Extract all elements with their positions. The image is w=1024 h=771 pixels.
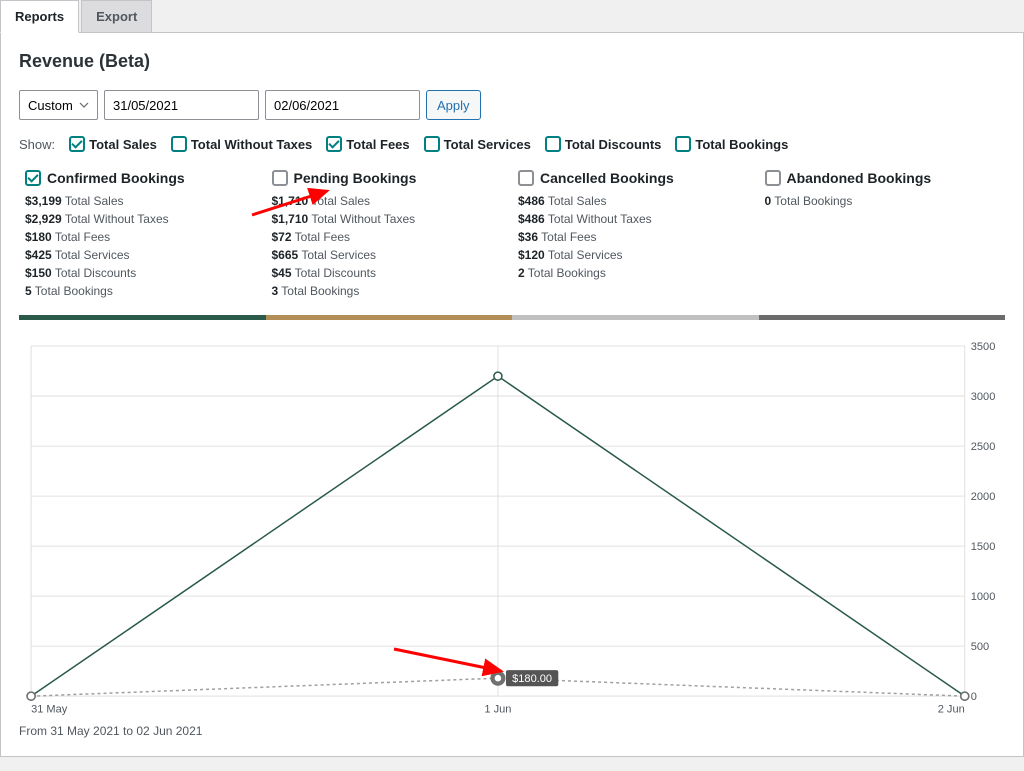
checkbox-icon [518, 170, 534, 186]
card-header[interactable]: Confirmed Bookings [25, 170, 260, 186]
stat-row: $486 Total Sales [518, 192, 753, 210]
svg-text:1000: 1000 [971, 591, 996, 603]
stat-row: $180 Total Fees [25, 228, 260, 246]
revenue-chart: 0 500 1000 1500 2000 2500 3000 3500 31 May 1 Jun 2… [19, 338, 1005, 738]
show-option-label: Total Fees [346, 137, 409, 152]
stat-row: $150 Total Discounts [25, 264, 260, 282]
svg-text:2500: 2500 [971, 441, 996, 453]
show-option-label: Total Bookings [695, 137, 788, 152]
stat-row: $665 Total Services [272, 246, 507, 264]
stat-row: $1,710 Total Without Taxes [272, 210, 507, 228]
svg-text:31 May: 31 May [31, 703, 68, 715]
show-option-label: Total Without Taxes [191, 137, 312, 152]
stat-row: 2 Total Bookings [518, 264, 753, 282]
stat-row: $36 Total Fees [518, 228, 753, 246]
card-title: Confirmed Bookings [47, 170, 185, 186]
checkbox-icon [69, 136, 85, 152]
svg-text:3500: 3500 [971, 341, 996, 353]
stat-row: $1,710 Total Sales [272, 192, 507, 210]
card-cancelled-bookings: Cancelled Bookings $486 Total Sales$486 T… [512, 166, 759, 310]
show-option-label: Total Discounts [565, 137, 662, 152]
checkbox-icon [171, 136, 187, 152]
svg-text:3000: 3000 [971, 391, 996, 403]
tab-export[interactable]: Export [81, 0, 152, 32]
checkbox-icon [675, 136, 691, 152]
stat-row: 3 Total Bookings [272, 282, 507, 300]
date-from-input[interactable] [104, 90, 259, 120]
stripe-segment [266, 315, 513, 320]
show-label: Show: [19, 137, 55, 152]
svg-text:1 Jun: 1 Jun [484, 703, 511, 715]
card-title: Cancelled Bookings [540, 170, 674, 186]
stat-row: 0 Total Bookings [765, 192, 1000, 210]
card-header[interactable]: Abandoned Bookings [765, 170, 1000, 186]
checkbox-icon [326, 136, 342, 152]
stat-row: $72 Total Fees [272, 228, 507, 246]
stripe-bar [19, 315, 1005, 320]
period-select[interactable]: Custom [19, 90, 98, 120]
show-option-total-bookings[interactable]: Total Bookings [675, 136, 788, 152]
svg-text:$180.00: $180.00 [512, 673, 552, 685]
tab-reports[interactable]: Reports [0, 0, 79, 33]
chart-svg: 0 500 1000 1500 2000 2500 3000 3500 31 May 1 Jun 2… [19, 338, 1005, 720]
reports-panel: Revenue (Beta) Custom Apply Show: Total … [0, 33, 1024, 757]
checkbox-icon [25, 170, 41, 186]
stat-row: 5 Total Bookings [25, 282, 260, 300]
card-abandoned-bookings: Abandoned Bookings 0 Total Bookings [759, 166, 1006, 310]
card-header[interactable]: Pending Bookings [272, 170, 507, 186]
checkbox-icon [424, 136, 440, 152]
show-option-total-discounts[interactable]: Total Discounts [545, 136, 662, 152]
stripe-segment [19, 315, 266, 320]
svg-text:500: 500 [971, 641, 989, 653]
card-header[interactable]: Cancelled Bookings [518, 170, 753, 186]
stat-row: $425 Total Services [25, 246, 260, 264]
card-title: Abandoned Bookings [787, 170, 932, 186]
date-controls: Custom Apply [19, 90, 1005, 120]
stripe-segment [759, 315, 1006, 320]
summary-cards: Confirmed Bookings $3,199 Total Sales$2,9… [19, 166, 1005, 315]
card-title: Pending Bookings [294, 170, 417, 186]
svg-text:1500: 1500 [971, 541, 996, 553]
checkbox-icon [765, 170, 781, 186]
tab-bar: Reports Export [0, 0, 1024, 33]
svg-text:2000: 2000 [971, 491, 996, 503]
show-option-total-services[interactable]: Total Services [424, 136, 531, 152]
svg-text:2 Jun: 2 Jun [938, 703, 965, 715]
card-pending-bookings: Pending Bookings $1,710 Total Sales$1,710… [266, 166, 513, 310]
show-filter-row: Show: Total Sales Total Without Taxes Tota… [19, 132, 1005, 156]
date-to-input[interactable] [265, 90, 420, 120]
stat-row: $486 Total Without Taxes [518, 210, 753, 228]
page-title: Revenue (Beta) [19, 51, 1005, 72]
stat-row: $3,199 Total Sales [25, 192, 260, 210]
stripe-segment [512, 315, 759, 320]
show-option-label: Total Sales [89, 137, 157, 152]
stat-row: $2,929 Total Without Taxes [25, 210, 260, 228]
stat-row: $120 Total Services [518, 246, 753, 264]
show-option-total-sales[interactable]: Total Sales [69, 136, 157, 152]
apply-button[interactable]: Apply [426, 90, 481, 120]
checkbox-icon [545, 136, 561, 152]
show-option-total-without-taxes[interactable]: Total Without Taxes [171, 136, 312, 152]
stat-row: $45 Total Discounts [272, 264, 507, 282]
chart-caption: From 31 May 2021 to 02 Jun 2021 [19, 724, 1005, 738]
svg-text:0: 0 [971, 691, 977, 703]
show-option-label: Total Services [444, 137, 531, 152]
card-confirmed-bookings: Confirmed Bookings $3,199 Total Sales$2,9… [19, 166, 266, 310]
show-option-total-fees[interactable]: Total Fees [326, 136, 409, 152]
checkbox-icon [272, 170, 288, 186]
